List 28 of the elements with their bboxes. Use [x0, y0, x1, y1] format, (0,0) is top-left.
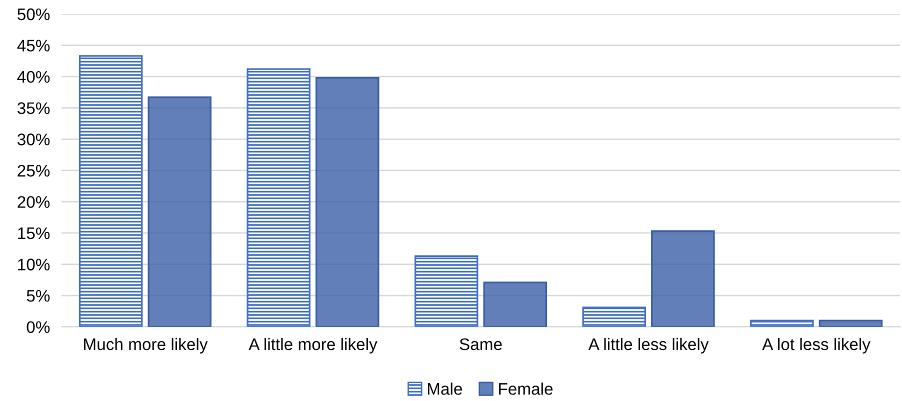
x-tick-label: A little more likely — [248, 338, 378, 354]
y-tick-label: 0% — [26, 321, 50, 334]
bar — [246, 68, 310, 327]
y-tick-label: 35% — [18, 102, 50, 114]
legend-label: Male — [428, 382, 462, 395]
x-tick-label: A lot less likely — [762, 338, 870, 354]
x-tick-label: Same — [460, 338, 502, 350]
y-tick-label: 30% — [18, 134, 50, 146]
bar — [750, 320, 814, 327]
y-tick-label: 40% — [17, 70, 50, 83]
bar — [483, 282, 548, 327]
bar — [148, 96, 212, 327]
x-tick-label: A little less likely — [588, 338, 709, 354]
y-tick-label: 25% — [18, 164, 50, 177]
bar — [316, 77, 380, 327]
y-tick-label: 20% — [18, 196, 50, 208]
bar — [818, 320, 883, 327]
y-tick-label: 15% — [18, 227, 50, 240]
y-tick-label: 45% — [17, 40, 50, 52]
bar — [78, 55, 143, 327]
y-tick-label: 10% — [18, 258, 50, 270]
legend-label: Female — [499, 382, 553, 395]
x-tick-label: Much more likely — [84, 338, 208, 354]
bar — [651, 230, 715, 327]
y-tick-label: 5% — [26, 290, 50, 302]
bar — [414, 255, 478, 327]
bar — [582, 306, 646, 327]
y-tick-label: 50% — [18, 8, 50, 20]
